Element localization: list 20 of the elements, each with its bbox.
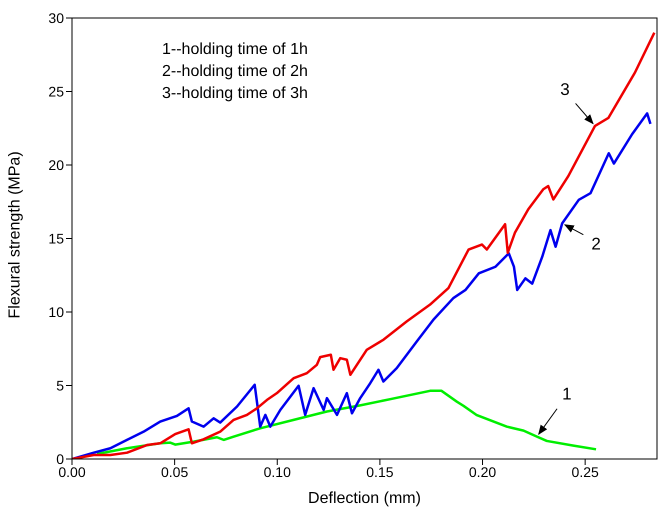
y-tick-label: 20: [48, 156, 64, 173]
y-tick-label: 25: [48, 83, 64, 100]
y-tick-label: 15: [48, 230, 64, 246]
series-label: 2: [591, 234, 601, 254]
annotation: 1--holding time of 1h: [162, 41, 308, 58]
x-tick-label: 0.20: [468, 464, 496, 480]
y-tick-label: 30: [48, 10, 64, 26]
x-tick-label: 0.05: [161, 464, 188, 480]
annotation: 2--holding time of 2h: [162, 63, 308, 80]
x-tick-label: 0.25: [572, 464, 599, 480]
line-series: [72, 112, 652, 459]
annotation: 3--holding time of 3h: [162, 85, 308, 102]
y-tick-label: 5: [56, 377, 64, 394]
y-axis-title: Flexural strength (MPa): [6, 151, 24, 318]
x-tick-label: 0.15: [366, 464, 394, 480]
x-axis-title: Deflection (mm): [308, 490, 421, 507]
text: 1: [562, 384, 572, 404]
y-tick-label: 10: [48, 304, 64, 320]
x-tick-label: 0.10: [264, 464, 292, 480]
text: 3: [560, 80, 570, 99]
